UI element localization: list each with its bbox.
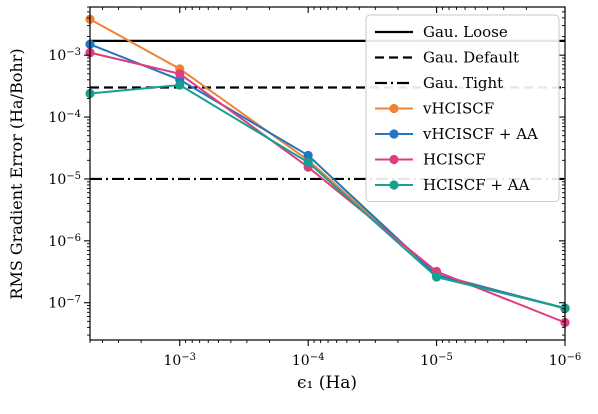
x-tick-label-0: 10−3 [163, 352, 196, 370]
x-tick-label-0-exponent: −3 [181, 352, 196, 363]
legend: Gau. Loose Gau. Default Gau. Tight vHCISCF v… [365, 14, 560, 202]
data-point [303, 157, 313, 168]
x-tick-label-3-exponent: −6 [567, 352, 582, 363]
y-tick-label-1: 10−6 [48, 232, 81, 250]
series-2 [85, 48, 570, 328]
y-axis-label: RMS Gradient Error (Ha/Bohr) [7, 48, 26, 299]
data-point [175, 80, 185, 90]
legend-label-threshold-1: Gau. Default [423, 49, 519, 67]
axis-ticks: 10−3 10−4 10−5 10−610−710−610−510−410−3 [48, 6, 582, 370]
data-point [431, 272, 442, 282]
legend-label-series-1: vHCISCF + AA [422, 125, 538, 143]
x-tick-label-1-exponent: −4 [310, 352, 325, 363]
y-tick-label-0: 10−7 [48, 294, 81, 312]
y-tick-label-0-mantissa: 10 [48, 296, 66, 312]
y-tick-label-2: 10−5 [48, 170, 81, 188]
data-point [303, 150, 313, 161]
y-tick-label-1-mantissa: 10 [48, 234, 66, 250]
legend-label-series-0: vHCISCF [422, 100, 494, 118]
x-tick-label-3-mantissa: 10 [549, 353, 567, 369]
y-tick-label-0-exponent: −7 [66, 294, 81, 305]
x-tick-label-2-mantissa: 10 [420, 353, 438, 369]
x-tick-label-3: 10−6 [549, 352, 582, 370]
legend-label-series-2: HCISCF [423, 151, 486, 169]
legend-marker-series-3 [389, 180, 399, 190]
y-tick-label-3-exponent: −4 [66, 109, 81, 120]
x-tick-label-2: 10−5 [420, 352, 453, 370]
y-tick-label-3-mantissa: 10 [48, 110, 66, 126]
y-tick-label-2-mantissa: 10 [48, 172, 66, 188]
legend-label-threshold-2: Gau. Tight [423, 74, 503, 92]
x-axis-label: ϵ₁ (Ha) [297, 373, 357, 393]
x-tick-label-2-exponent: −5 [438, 352, 453, 363]
legend-box [365, 14, 560, 202]
y-tick-label-3: 10−4 [48, 109, 81, 127]
legend-marker-series-1 [389, 129, 399, 139]
legend-marker-series-0 [389, 103, 399, 114]
x-tick-label-0-mantissa: 10 [163, 353, 181, 369]
y-tick-label-4-exponent: −3 [66, 47, 81, 58]
legend-marker-series-2 [389, 154, 399, 165]
x-tick-label-1: 10−4 [292, 352, 325, 370]
y-tick-label-1-exponent: −6 [66, 232, 81, 243]
legend-label-series-3: HCISCF + AA [423, 176, 530, 194]
legend-label-threshold-0: Gau. Loose [423, 23, 508, 41]
y-tick-label-4: 10−3 [48, 47, 81, 65]
x-tick-label-1-mantissa: 10 [292, 353, 310, 369]
y-tick-label-4-mantissa: 10 [48, 48, 66, 64]
y-tick-label-2-exponent: −5 [66, 170, 81, 181]
plot-frame [89, 6, 566, 341]
data-point [175, 69, 185, 79]
